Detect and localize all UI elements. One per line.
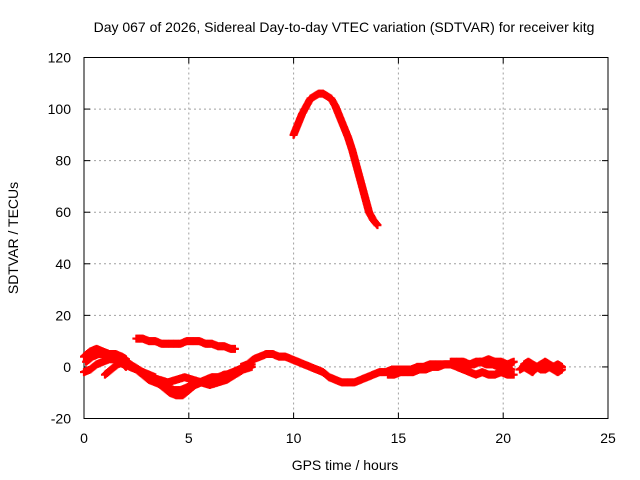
x-axis-label: GPS time / hours xyxy=(292,457,399,473)
data-point xyxy=(230,344,239,353)
y-tick-label: 80 xyxy=(55,153,71,169)
series-arc-10 xyxy=(446,355,518,369)
series-arc-12 xyxy=(520,357,566,371)
y-tick-label: -20 xyxy=(51,411,71,427)
y-tick-label: 0 xyxy=(63,359,71,375)
chart-title: Day 067 of 2026, Sidereal Day-to-day VTE… xyxy=(94,19,595,35)
y-tick-label: 120 xyxy=(48,50,72,66)
y-tick-label: 20 xyxy=(55,307,71,323)
y-tick-label: 60 xyxy=(55,204,71,220)
y-tick-label: 100 xyxy=(48,101,72,117)
axis-tick-labels: 0 5 10 15 20 25 -20 0 20 40 60 80 100 120 xyxy=(48,50,616,447)
plot-frame xyxy=(83,57,609,419)
data-points xyxy=(80,89,566,400)
x-tick-label: 10 xyxy=(286,430,302,446)
x-tick-label: 15 xyxy=(391,430,407,446)
x-tick-label: 25 xyxy=(600,430,616,446)
y-tick-label: 40 xyxy=(55,256,71,272)
series-arc-13 xyxy=(289,89,382,230)
data-point xyxy=(509,357,518,366)
series-arc-9 xyxy=(383,360,518,379)
x-tick-label: 20 xyxy=(495,430,511,446)
y-axis-label: SDTVAR / TECUs xyxy=(5,182,21,294)
data-point xyxy=(557,362,566,371)
x-tick-label: 0 xyxy=(80,430,88,446)
x-tick-label: 5 xyxy=(185,430,193,446)
axis-ticks xyxy=(83,57,609,419)
series-arc-7 xyxy=(132,334,239,353)
data-point xyxy=(509,370,518,379)
data-point xyxy=(373,221,382,230)
series-arc-8 xyxy=(237,350,516,387)
